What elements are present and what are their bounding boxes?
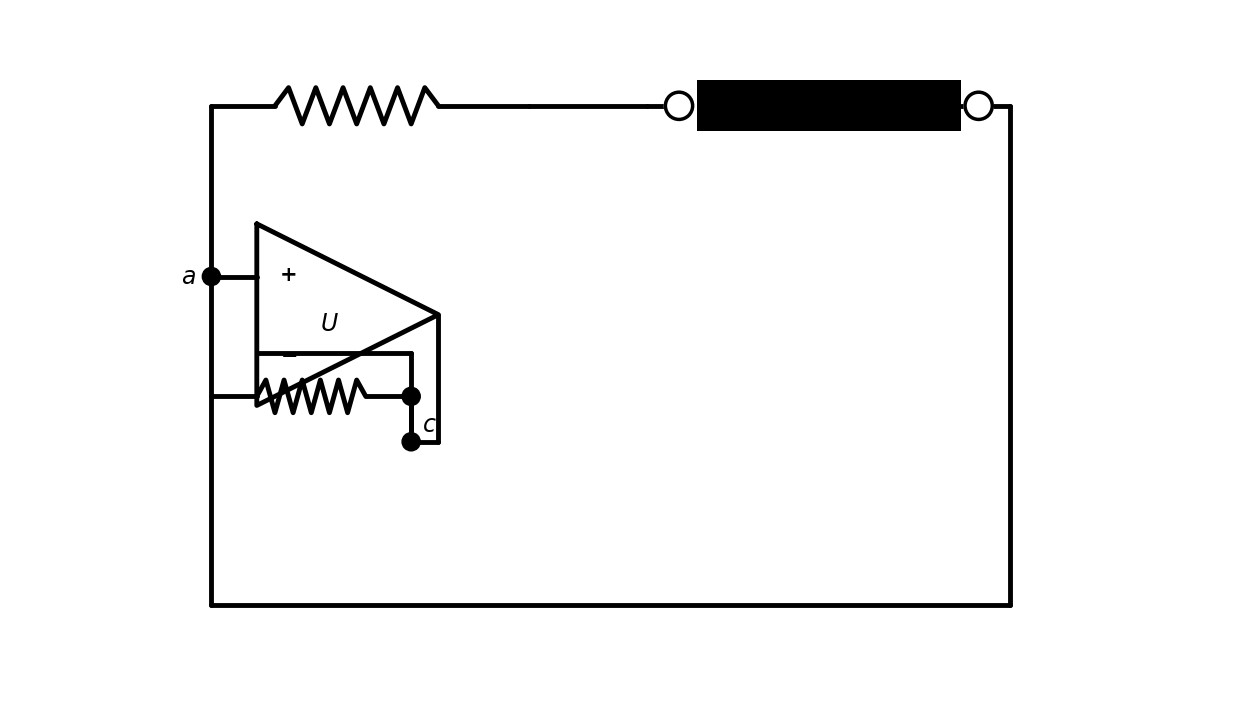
Circle shape [202, 267, 221, 286]
Text: $-$: $-$ [280, 345, 298, 365]
Circle shape [402, 387, 420, 405]
Circle shape [402, 433, 420, 451]
Text: $U$: $U$ [320, 311, 339, 336]
Bar [697, 80, 961, 132]
Circle shape [965, 92, 992, 119]
Circle shape [666, 92, 693, 119]
Text: +: + [280, 264, 298, 284]
Text: $c$: $c$ [422, 413, 436, 437]
Text: $a$: $a$ [181, 264, 196, 289]
